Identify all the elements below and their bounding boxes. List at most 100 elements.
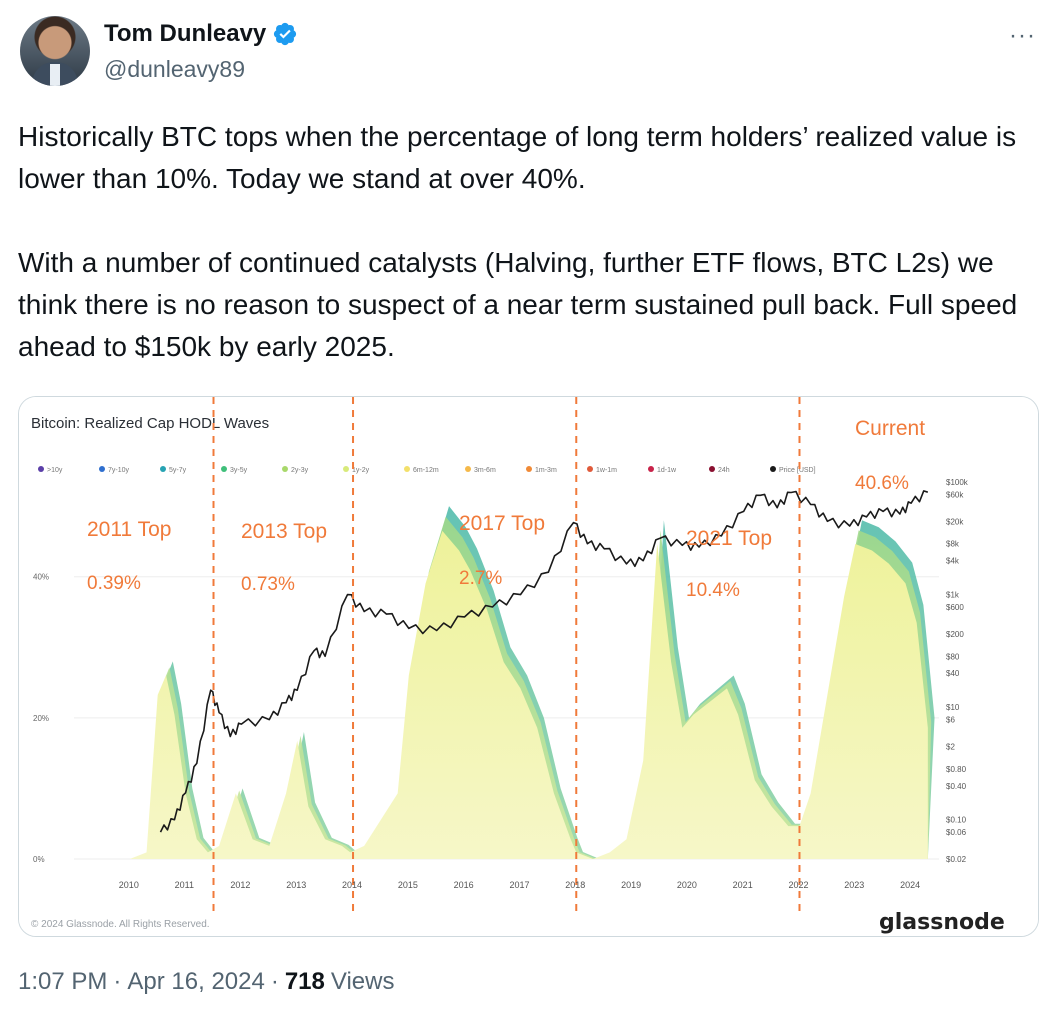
- glassnode-logo: glassnode: [879, 910, 1005, 935]
- y-right-tick-label: $100k: [946, 478, 969, 487]
- annotation-label: 2017 Top: [459, 512, 545, 535]
- legend-marker: [648, 466, 654, 472]
- chart-copyright: © 2024 Glassnode. All Rights Reserved.: [31, 919, 210, 930]
- legend-marker: [587, 466, 593, 472]
- area-band-1y-2y: [129, 530, 928, 859]
- chart-title: Bitcoin: Realized Cap HODL Waves: [31, 415, 269, 432]
- legend-label: 3m-6m: [474, 467, 496, 474]
- x-tick-label: 2014: [342, 880, 362, 890]
- x-tick-label: 2011: [175, 880, 194, 890]
- meta-separator: ·: [113, 968, 122, 995]
- legend-marker: [38, 466, 44, 472]
- chart-legend: >10y 7y-10y 5y-7y 3y-5y 2y-3y 1y-2y 6m-12m 3m-6…: [38, 466, 816, 474]
- legend-marker: [343, 466, 349, 472]
- views-count: 718: [284, 968, 325, 995]
- annotation-value: 0.39%: [87, 573, 141, 594]
- annotation-value: 40.6%: [855, 473, 909, 494]
- annotation-label: 2013 Top: [241, 520, 327, 543]
- x-tick-label: 2023: [844, 880, 864, 890]
- annotation-value: 2.7%: [459, 568, 502, 589]
- avatar-shirt: [50, 64, 60, 86]
- y-right-tick-label: $6: [946, 716, 955, 725]
- legend-marker: [465, 466, 471, 472]
- y-left-axis-ticks: 40% 20% 0%: [33, 573, 49, 864]
- legend-label: 7y-10y: [108, 467, 130, 474]
- tweet-paragraph-1: Historically BTC tops when the percentag…: [18, 121, 1017, 194]
- cycle-top-markers: [212, 397, 801, 917]
- y-right-tick-label: $200: [946, 630, 964, 639]
- y-right-axis-ticks: $100k $60k $20k $8k $4k $1k $600 $200 $80 $40 $10 $…: [946, 478, 969, 864]
- x-tick-label: 2022: [788, 880, 808, 890]
- x-tick-label: 2012: [230, 880, 250, 890]
- x-axis-ticks: 2010 2011 2012 2013 2014 2015 2016 2017 2018 2019…: [119, 880, 920, 890]
- y-right-tick-label: $0.40: [946, 782, 967, 791]
- x-tick-label: 2016: [454, 880, 474, 890]
- tweet-time[interactable]: 1:07 PM: [18, 968, 108, 995]
- chart-image-card[interactable]: Bitcoin: Realized Cap HODL Waves >10y 7y-…: [18, 396, 1039, 937]
- y-left-tick-label: 0%: [33, 855, 45, 864]
- x-tick-label: 2021: [733, 880, 753, 890]
- y-left-tick-label: 20%: [33, 714, 49, 723]
- legend-label: 5y-7y: [169, 467, 187, 474]
- x-tick-label: 2015: [398, 880, 418, 890]
- x-tick-label: 2020: [677, 880, 697, 890]
- legend-label: 3y-5y: [230, 467, 248, 474]
- x-tick-label: 2019: [621, 880, 641, 890]
- legend-marker: [99, 466, 105, 472]
- tweet-meta: 1:07 PM · Apr 16, 2024 · 718 Views: [18, 968, 394, 996]
- meta-separator: ·: [270, 968, 279, 995]
- tweet-text: Historically BTC tops when the percentag…: [18, 116, 1038, 410]
- y-right-tick-label: $10: [946, 703, 960, 712]
- legend-marker: [160, 466, 166, 472]
- more-horizontal-icon[interactable]: ···: [1009, 22, 1036, 49]
- author-avatar[interactable]: [20, 16, 90, 86]
- tweet-date[interactable]: Apr 16, 2024: [127, 968, 265, 995]
- author-handle[interactable]: @dunleavy89: [104, 56, 245, 82]
- legend-marker: [770, 466, 776, 472]
- y-right-tick-label: $0.10: [946, 816, 967, 825]
- hodl-waves-chart: Bitcoin: Realized Cap HODL Waves >10y 7y-…: [19, 397, 1038, 936]
- y-right-tick-label: $1k: [946, 591, 960, 600]
- annotation-label: Current: [855, 417, 925, 440]
- legend-marker: [221, 466, 227, 472]
- legend-label: 6m-12m: [413, 467, 439, 474]
- legend-label: 1d-1w: [657, 467, 677, 474]
- x-tick-label: 2018: [565, 880, 585, 890]
- y-right-tick-label: $4k: [946, 557, 960, 566]
- legend-label: >10y: [47, 467, 63, 474]
- x-tick-label: 2013: [286, 880, 306, 890]
- price-line: [159, 490, 929, 833]
- chart-annotations: 2011 Top 0.39% 2013 Top 0.73% 2017 Top 2.7% 20…: [87, 417, 925, 601]
- legend-marker: [404, 466, 410, 472]
- y-right-tick-label: $20k: [946, 517, 964, 526]
- author-name-row[interactable]: Tom Dunleavy: [104, 20, 298, 48]
- tweet-paragraph-2: With a number of continued catalysts (Ha…: [18, 247, 1018, 362]
- legend-label: 1y-2y: [352, 467, 370, 474]
- price-series: [159, 490, 929, 833]
- y-right-tick-label: $8k: [946, 540, 960, 549]
- legend-label: 1w-1m: [596, 467, 617, 474]
- y-right-tick-label: $60k: [946, 490, 964, 499]
- legend-marker: [526, 466, 532, 472]
- annotation-label: 2021 Top: [686, 527, 772, 550]
- y-right-tick-label: $600: [946, 603, 964, 612]
- legend-label: 2y-3y: [291, 467, 309, 474]
- lth-area-series: [129, 506, 935, 859]
- legend-marker: [709, 466, 715, 472]
- author-name[interactable]: Tom Dunleavy: [104, 20, 267, 47]
- y-right-tick-label: $80: [946, 652, 960, 661]
- x-tick-label: 2024: [900, 880, 920, 890]
- y-right-tick-label: $0.80: [946, 765, 967, 774]
- views-label: Views: [330, 968, 395, 995]
- legend-label: 24h: [718, 467, 730, 474]
- legend-label: 1m-3m: [535, 467, 557, 474]
- x-tick-label: 2010: [119, 880, 139, 890]
- y-right-tick-label: $0.06: [946, 828, 967, 837]
- annotation-value: 10.4%: [686, 580, 740, 601]
- y-left-tick-label: 40%: [33, 573, 49, 582]
- y-right-tick-label: $40: [946, 669, 960, 678]
- x-tick-label: 2017: [509, 880, 529, 890]
- y-right-tick-label: $2: [946, 742, 955, 751]
- legend-marker: [282, 466, 288, 472]
- y-right-tick-label: $0.02: [946, 855, 967, 864]
